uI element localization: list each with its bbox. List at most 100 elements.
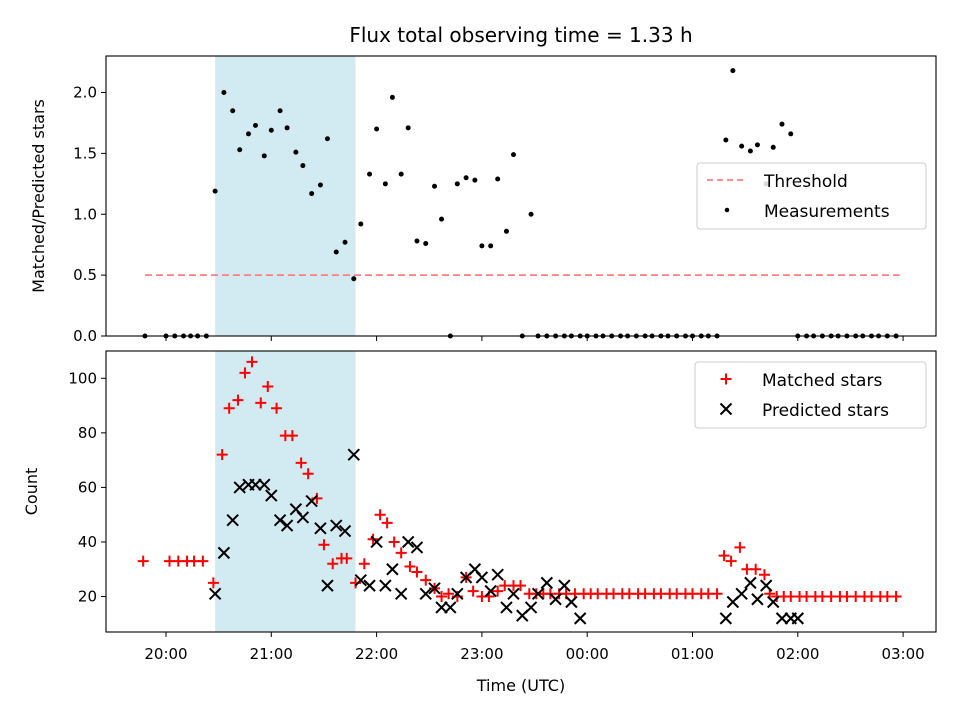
predicted-star-point xyxy=(507,587,520,601)
measurement-point xyxy=(389,94,395,100)
measurement-point xyxy=(253,122,259,128)
measurement-point xyxy=(342,239,348,245)
matched-star-point xyxy=(758,569,770,581)
top-y-tick-label-0: 0.0 xyxy=(73,327,97,345)
predicted-star-point xyxy=(249,478,262,491)
x-tick-label-4: 00:00 xyxy=(566,645,609,663)
predicted-star-point xyxy=(401,535,415,549)
legend-predicted-swatch xyxy=(719,402,733,416)
matched-star-point xyxy=(137,555,149,567)
top-axes-frame xyxy=(105,55,937,337)
predicted-star-point xyxy=(565,595,578,609)
measurement-point xyxy=(277,108,283,114)
measurement-point xyxy=(268,127,274,133)
predicted-star-point xyxy=(258,478,271,491)
legend-predicted-label: Predicted stars xyxy=(762,401,889,421)
bottom-legend-box xyxy=(694,361,927,429)
measurement-point xyxy=(723,137,729,143)
matched-star-point xyxy=(358,558,370,570)
measurement-point xyxy=(414,238,420,244)
measurement-point xyxy=(351,276,357,282)
measurement-point xyxy=(382,181,388,187)
measurement-point xyxy=(472,177,478,183)
top-y-tick-label-1: 0.5 xyxy=(73,266,97,284)
matched-star-point xyxy=(492,585,504,597)
matched-star-point xyxy=(381,517,393,529)
measurement-point xyxy=(230,108,236,114)
bottom-y-tick-label-1: 40 xyxy=(78,533,97,551)
top-y-tick-label-2: 1.0 xyxy=(73,205,97,223)
matched-star-point xyxy=(750,563,762,575)
measurement-point xyxy=(423,240,429,246)
legend-predicted-marker xyxy=(719,402,733,416)
measurement-point xyxy=(333,249,339,255)
predicted-star-point xyxy=(540,576,554,590)
top-y-axis-label: Matched/Predicted stars xyxy=(29,99,48,293)
x-tick-label-5: 01:00 xyxy=(671,645,714,663)
top-y-ticks: 0.0 0.5 1.0 1.5 2.0 xyxy=(73,84,106,345)
predicted-star-point xyxy=(379,579,392,592)
measurement-point xyxy=(284,125,290,131)
matched-stars-points xyxy=(137,356,902,603)
measurement-point xyxy=(374,126,380,132)
measurement-point xyxy=(788,131,794,137)
x-tick-label-0: 20:00 xyxy=(144,645,187,663)
predicted-star-point xyxy=(484,584,497,598)
bottom-axes-frame xyxy=(105,350,937,633)
x-axis-label: Time (UTC) xyxy=(476,676,565,695)
measurement-point xyxy=(439,216,445,222)
matched-star-point xyxy=(295,457,307,469)
measurement-point xyxy=(245,131,251,137)
matched-star-point xyxy=(711,588,723,600)
measurement-point xyxy=(747,148,753,154)
matched-star-point xyxy=(262,380,274,392)
measurement-points xyxy=(142,68,899,339)
predicted-star-point xyxy=(760,579,773,592)
predicted-star-point xyxy=(524,601,538,614)
predicted-star-point xyxy=(273,513,287,527)
predicted-star-point xyxy=(265,489,278,502)
measurement-point xyxy=(779,121,785,127)
bottom-y-tick-label-0: 20 xyxy=(78,588,97,606)
predicted-star-point xyxy=(791,612,805,625)
matched-star-point xyxy=(718,550,730,562)
measurement-point xyxy=(730,68,736,74)
matched-star-point xyxy=(239,367,251,379)
predicted-star-point xyxy=(338,524,352,538)
measurement-point xyxy=(463,175,469,181)
predicted-star-point xyxy=(549,593,562,606)
bottom-panel: 20 40 60 80 100 20:00 21:00 22:00 23:00 00:00 01:… xyxy=(22,350,937,695)
matched-star-point xyxy=(223,402,235,414)
matched-star-point xyxy=(420,574,432,586)
measurement-point xyxy=(405,125,411,131)
measurement-point xyxy=(212,188,218,194)
predicted-star-point xyxy=(208,587,222,601)
matched-star-point xyxy=(197,555,209,567)
bottom-legend: Matched stars Predicted stars xyxy=(694,361,927,429)
top-panel: 0.00.51.01.52.0 Matched/Predicted stars … xyxy=(29,55,937,345)
measurement-point xyxy=(432,183,438,189)
measurement-point xyxy=(495,176,501,182)
legend-measurements-swatch xyxy=(724,207,730,213)
matched-star-point xyxy=(255,397,267,409)
predicted-star-point xyxy=(767,595,780,609)
predicted-star-point xyxy=(573,612,587,625)
predicted-star-point xyxy=(280,519,294,532)
predicted-star-point xyxy=(558,579,571,592)
predicted-star-point xyxy=(217,546,231,560)
matched-star-point xyxy=(515,580,527,592)
top-y-tick-label-4: 2.0 xyxy=(73,84,97,102)
top-y-tick-label-3: 1.5 xyxy=(73,144,97,162)
predicted-star-point xyxy=(314,522,327,535)
matched-star-point xyxy=(318,539,330,551)
measurement-point xyxy=(317,182,323,188)
matched-star-point xyxy=(890,591,902,603)
predicted-star-point xyxy=(475,571,489,584)
predicted-star-point xyxy=(363,579,376,592)
predicted-star-point xyxy=(735,587,748,601)
matched-star-point xyxy=(443,588,455,600)
predicted-star-point xyxy=(233,481,246,494)
predicted-star-point xyxy=(305,494,318,508)
predicted-star-point xyxy=(491,568,504,581)
